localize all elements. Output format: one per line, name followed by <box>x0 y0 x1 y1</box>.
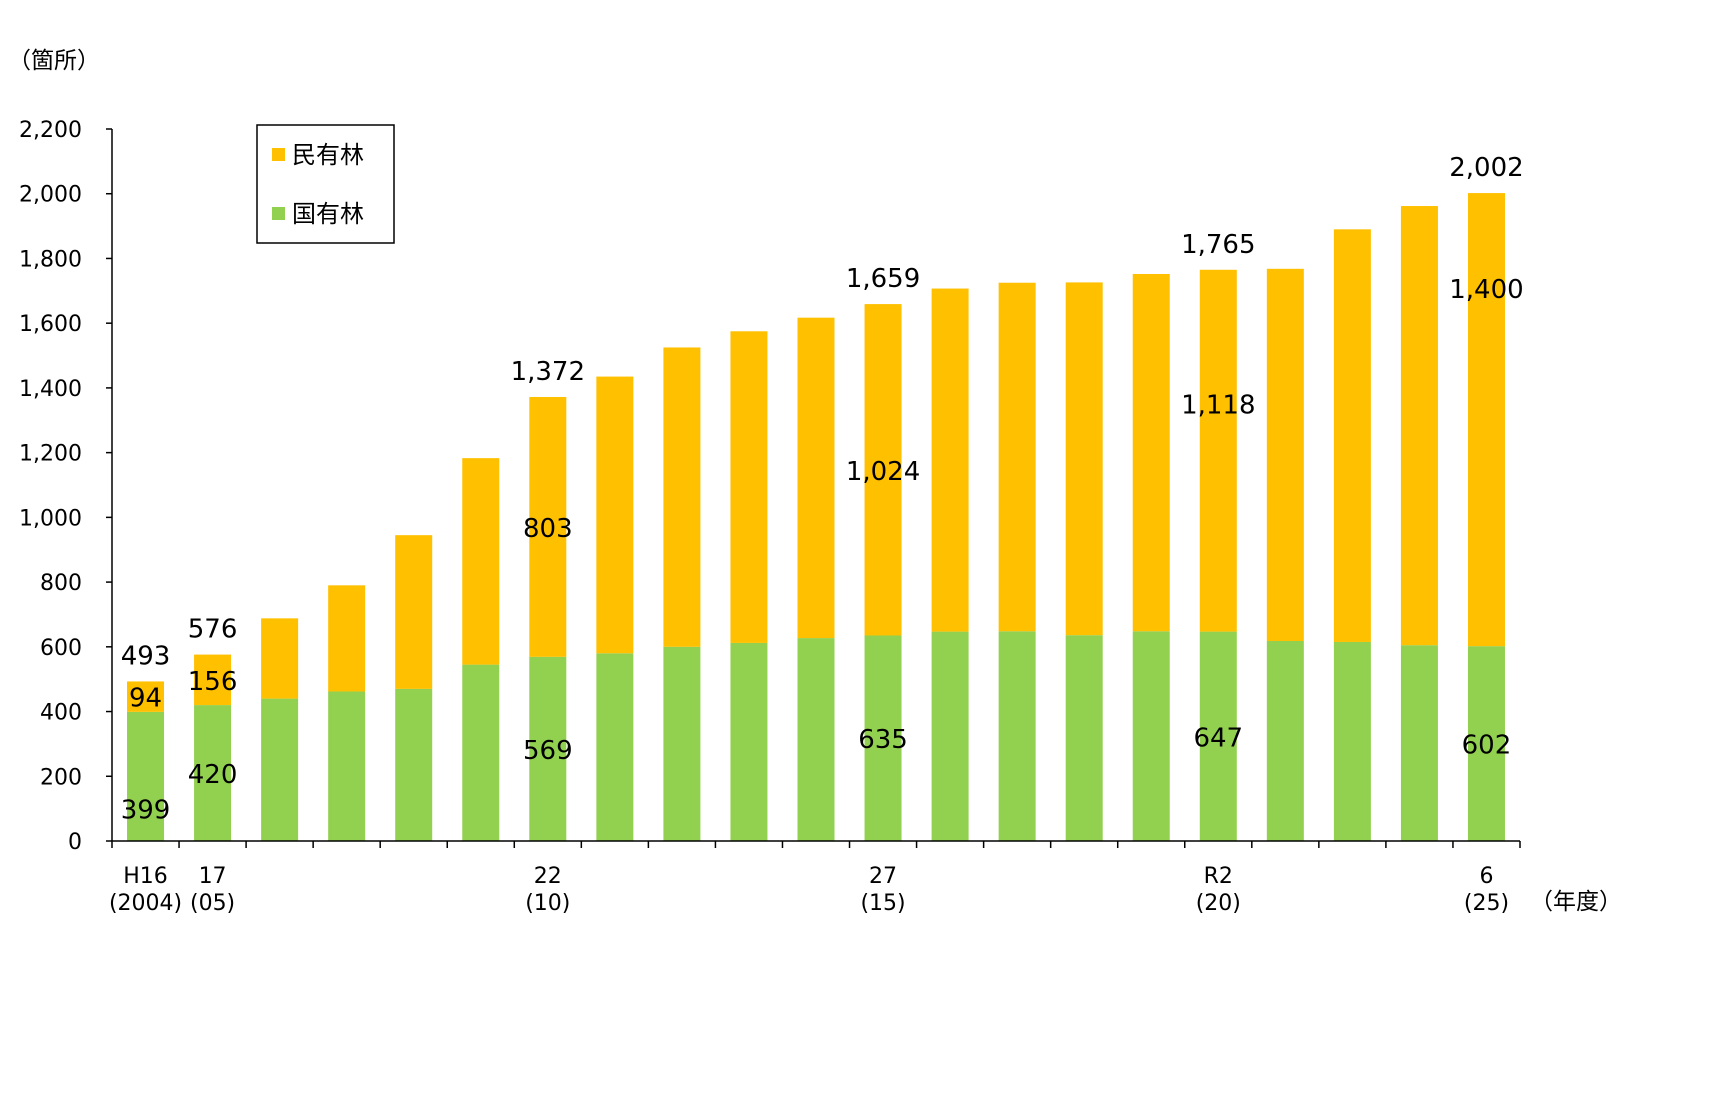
data-label-private-forest: 1,024 <box>846 457 920 487</box>
x-tick-sublabel: (20) <box>1196 891 1241 916</box>
legend-label-private-forest: 民有林 <box>292 141 364 169</box>
data-label-national-forest: 569 <box>523 736 573 766</box>
x-tick-label: R2 <box>1204 864 1233 889</box>
data-label-private-forest: 94 <box>129 684 162 714</box>
x-tick-label: 27 <box>869 864 897 889</box>
bar-national-forest <box>797 638 835 841</box>
data-label-private-forest: 1,400 <box>1449 275 1523 305</box>
bar-national-forest <box>596 653 634 841</box>
bar-private-forest <box>864 304 902 636</box>
bar-private-forest <box>663 347 701 647</box>
bar-national-forest <box>1400 645 1438 841</box>
legend: 民有林 国有林 <box>256 124 395 244</box>
bar-national-forest <box>328 691 366 841</box>
bar-private-forest <box>127 681 165 712</box>
data-label-national-forest: 602 <box>1462 731 1512 761</box>
bar-national-forest <box>1467 646 1505 841</box>
bar-national-forest <box>127 711 165 841</box>
bar-national-forest <box>261 698 299 841</box>
bar-national-forest <box>998 631 1036 841</box>
bars-group <box>127 193 1505 841</box>
data-label-private-forest: 156 <box>188 667 238 697</box>
y-tick-label: 2,000 <box>19 183 82 208</box>
bar-private-forest <box>328 585 366 692</box>
bar-private-forest <box>596 376 634 654</box>
data-label-national-forest: 647 <box>1193 723 1243 753</box>
legend-swatch-national-forest <box>272 207 285 220</box>
y-tick-label: 1,800 <box>19 247 82 272</box>
y-tick-label: 1,600 <box>19 312 82 337</box>
y-tick-label: 1,400 <box>19 377 82 402</box>
y-tick-label: 400 <box>40 701 82 726</box>
data-label-total: 576 <box>188 615 238 645</box>
axes-group: 0 200 400 600 800 1,000 1,200 1,400 1,600 1,800 2,… <box>19 118 1521 916</box>
bar-national-forest <box>194 705 232 841</box>
x-axis-unit-label: （年度） <box>1530 889 1622 915</box>
y-tick-label: 1,200 <box>19 442 82 467</box>
bar-private-forest <box>1065 282 1103 636</box>
y-tick-label: 2,200 <box>19 118 82 143</box>
bar-national-forest <box>663 646 701 841</box>
bar-private-forest <box>1132 273 1170 632</box>
data-label-total: 1,765 <box>1181 230 1255 260</box>
legend-swatch-private-forest <box>272 148 285 161</box>
bar-national-forest <box>462 664 500 841</box>
y-tick-label: 800 <box>40 571 82 596</box>
bar-private-forest <box>797 317 835 639</box>
data-label-private-forest: 1,118 <box>1181 391 1255 421</box>
bar-national-forest <box>1065 635 1103 841</box>
bar-national-forest <box>1132 631 1170 841</box>
data-label-total: 493 <box>121 641 171 671</box>
bar-private-forest <box>1333 229 1371 642</box>
y-tick-label: 600 <box>40 636 82 661</box>
data-label-total: 1,659 <box>846 264 920 294</box>
bar-private-forest <box>462 458 500 665</box>
x-tick-sublabel: (15) <box>860 891 905 916</box>
data-label-private-forest: 803 <box>523 514 573 544</box>
y-tick-label: 0 <box>68 830 82 855</box>
bar-private-forest <box>261 618 299 699</box>
bar-private-forest <box>931 288 969 632</box>
bar-national-forest <box>1333 641 1371 841</box>
legend-box <box>256 124 395 244</box>
bar-national-forest <box>931 631 969 841</box>
x-tick-sublabel: (05) <box>190 891 235 916</box>
bar-private-forest <box>1400 206 1438 646</box>
bar-private-forest <box>998 282 1036 632</box>
data-label-total: 2,002 <box>1449 153 1523 183</box>
y-tick-label: 200 <box>40 765 82 790</box>
data-label-total: 1,372 <box>511 357 585 387</box>
x-tick-sublabel: (2004) <box>109 891 182 916</box>
bar-private-forest <box>1199 269 1237 632</box>
bar-private-forest <box>1266 268 1304 641</box>
data-label-national-forest: 399 <box>121 796 171 826</box>
bar-private-forest <box>395 535 433 689</box>
x-tick-label: 17 <box>199 864 227 889</box>
legend-label-national-forest: 国有林 <box>292 200 364 228</box>
bar-private-forest <box>194 654 232 706</box>
x-tick-label: H16 <box>123 864 168 889</box>
y-tick-label: 1,000 <box>19 506 82 531</box>
bar-national-forest <box>1266 640 1304 841</box>
bar-private-forest <box>529 396 567 657</box>
data-label-national-forest: 635 <box>858 725 908 755</box>
bar-national-forest <box>864 635 902 841</box>
bar-private-forest <box>730 331 768 643</box>
y-axis-unit-label: （箇所） <box>8 48 100 74</box>
bar-national-forest <box>395 688 433 841</box>
x-tick-sublabel: (10) <box>525 891 570 916</box>
data-label-national-forest: 420 <box>188 760 238 790</box>
bar-private-forest <box>1467 193 1505 647</box>
data-labels-group: 493 576 1,372 1,659 1,765 2,002 399 420 569 635 64… <box>121 153 1524 826</box>
bar-national-forest <box>529 656 567 841</box>
x-tick-label: 22 <box>534 864 562 889</box>
x-tick-sublabel: (25) <box>1464 891 1509 916</box>
bar-national-forest <box>730 642 768 841</box>
x-tick-label: 6 <box>1479 864 1493 889</box>
bar-national-forest <box>1199 631 1237 841</box>
